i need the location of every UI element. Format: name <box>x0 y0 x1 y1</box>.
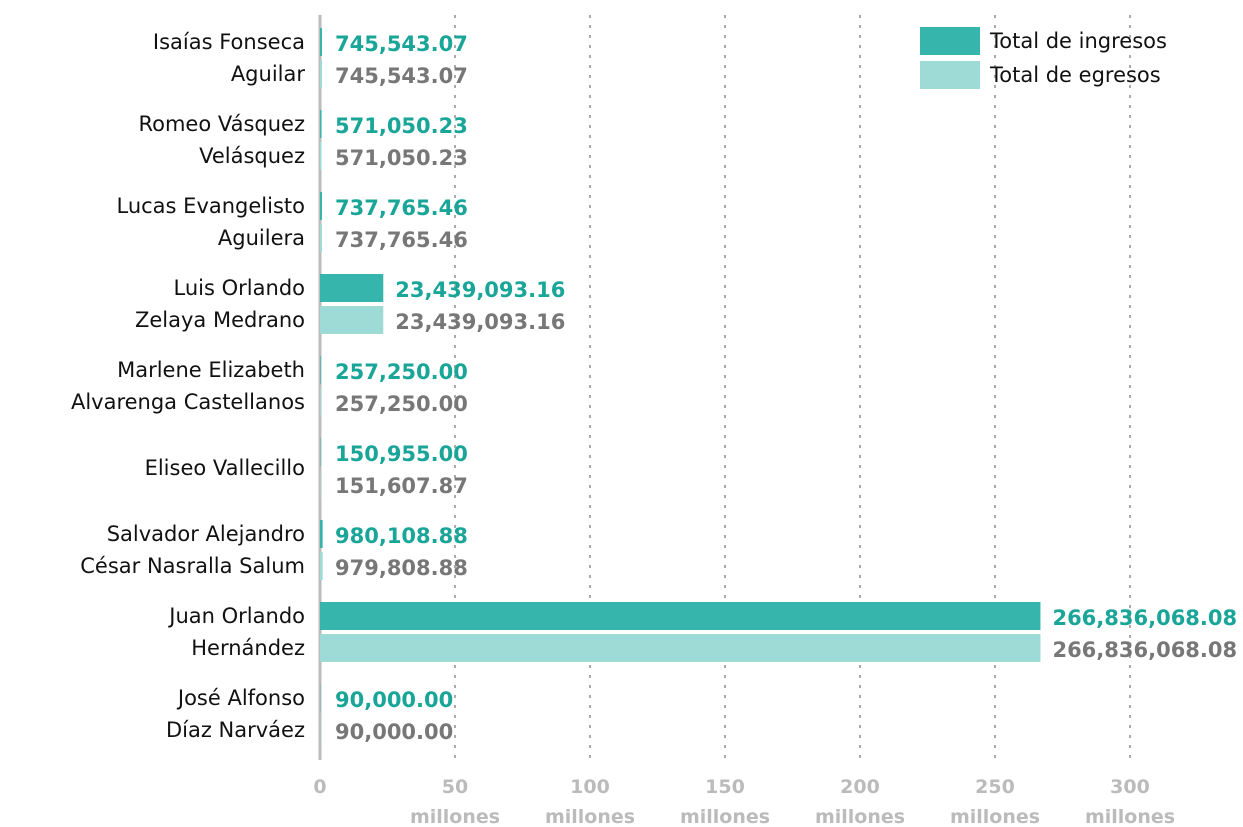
value-label: 23,439,093.16 <box>395 310 565 334</box>
category-label: Luis Orlando Zelaya Medrano <box>134 276 305 332</box>
bar <box>320 356 321 384</box>
value-label: 745,543.07 <box>335 64 468 88</box>
bar <box>320 60 323 88</box>
category-label: Marlene Elizabeth Alvarenga Castellanos <box>70 358 305 414</box>
category-label: Juan Orlando Hernández <box>169 604 305 660</box>
x-tick-label: 50 millones <box>409 776 501 827</box>
bar <box>320 192 322 220</box>
value-label: 571,050.23 <box>335 114 468 138</box>
bar <box>320 388 321 416</box>
x-tick-label: 150 millones <box>679 776 771 827</box>
value-label: 737,765.46 <box>335 228 468 252</box>
value-label: 23,439,093.16 <box>395 278 565 302</box>
value-label: 266,836,068.08 <box>1052 606 1237 630</box>
legend-swatch <box>920 61 980 89</box>
value-label: 151,607.87 <box>335 474 468 498</box>
value-label: 90,000.00 <box>335 688 453 712</box>
category-label: José Alfonso Díaz Narváez <box>165 686 305 742</box>
value-label: 266,836,068.08 <box>1052 638 1237 662</box>
value-label: 90,000.00 <box>335 720 453 744</box>
legend-label: Total de ingresos <box>989 29 1167 53</box>
category-label: Salvador Alejandro César Nasralla Salum <box>80 522 305 578</box>
value-label: 979,808.88 <box>335 556 468 580</box>
x-tick-label: 200 millones <box>814 776 906 827</box>
value-label: 980,108.88 <box>335 524 468 548</box>
legend-label: Total de egresos <box>989 63 1161 87</box>
category-label: Isaías Fonseca Aguilar <box>152 30 305 86</box>
x-tick-label: 0 <box>313 776 327 798</box>
bar <box>320 28 323 56</box>
value-label: 257,250.00 <box>335 392 468 416</box>
bar <box>320 274 384 302</box>
value-label: 737,765.46 <box>335 196 468 220</box>
value-label: 571,050.23 <box>335 146 468 170</box>
x-tick-label: 300 millones <box>1084 776 1176 827</box>
category-label: Romeo Vásquez Velásquez <box>138 112 305 168</box>
x-tick-label: 100 millones <box>544 776 636 827</box>
legend-swatch <box>920 27 980 55</box>
bar <box>320 634 1041 662</box>
bar <box>320 602 1041 630</box>
bar <box>320 142 322 170</box>
value-label: 745,543.07 <box>335 32 468 56</box>
category-label: Eliseo Vallecillo <box>144 456 305 480</box>
bar <box>320 552 323 580</box>
bar <box>320 520 323 548</box>
bar <box>320 306 384 334</box>
x-tick-label: 250 millones <box>949 776 1041 827</box>
value-label: 257,250.00 <box>335 360 468 384</box>
bar <box>320 224 322 252</box>
bar <box>320 110 322 138</box>
value-label: 150,955.00 <box>335 442 468 466</box>
category-label: Lucas Evangelisto Aguilera <box>116 194 306 250</box>
